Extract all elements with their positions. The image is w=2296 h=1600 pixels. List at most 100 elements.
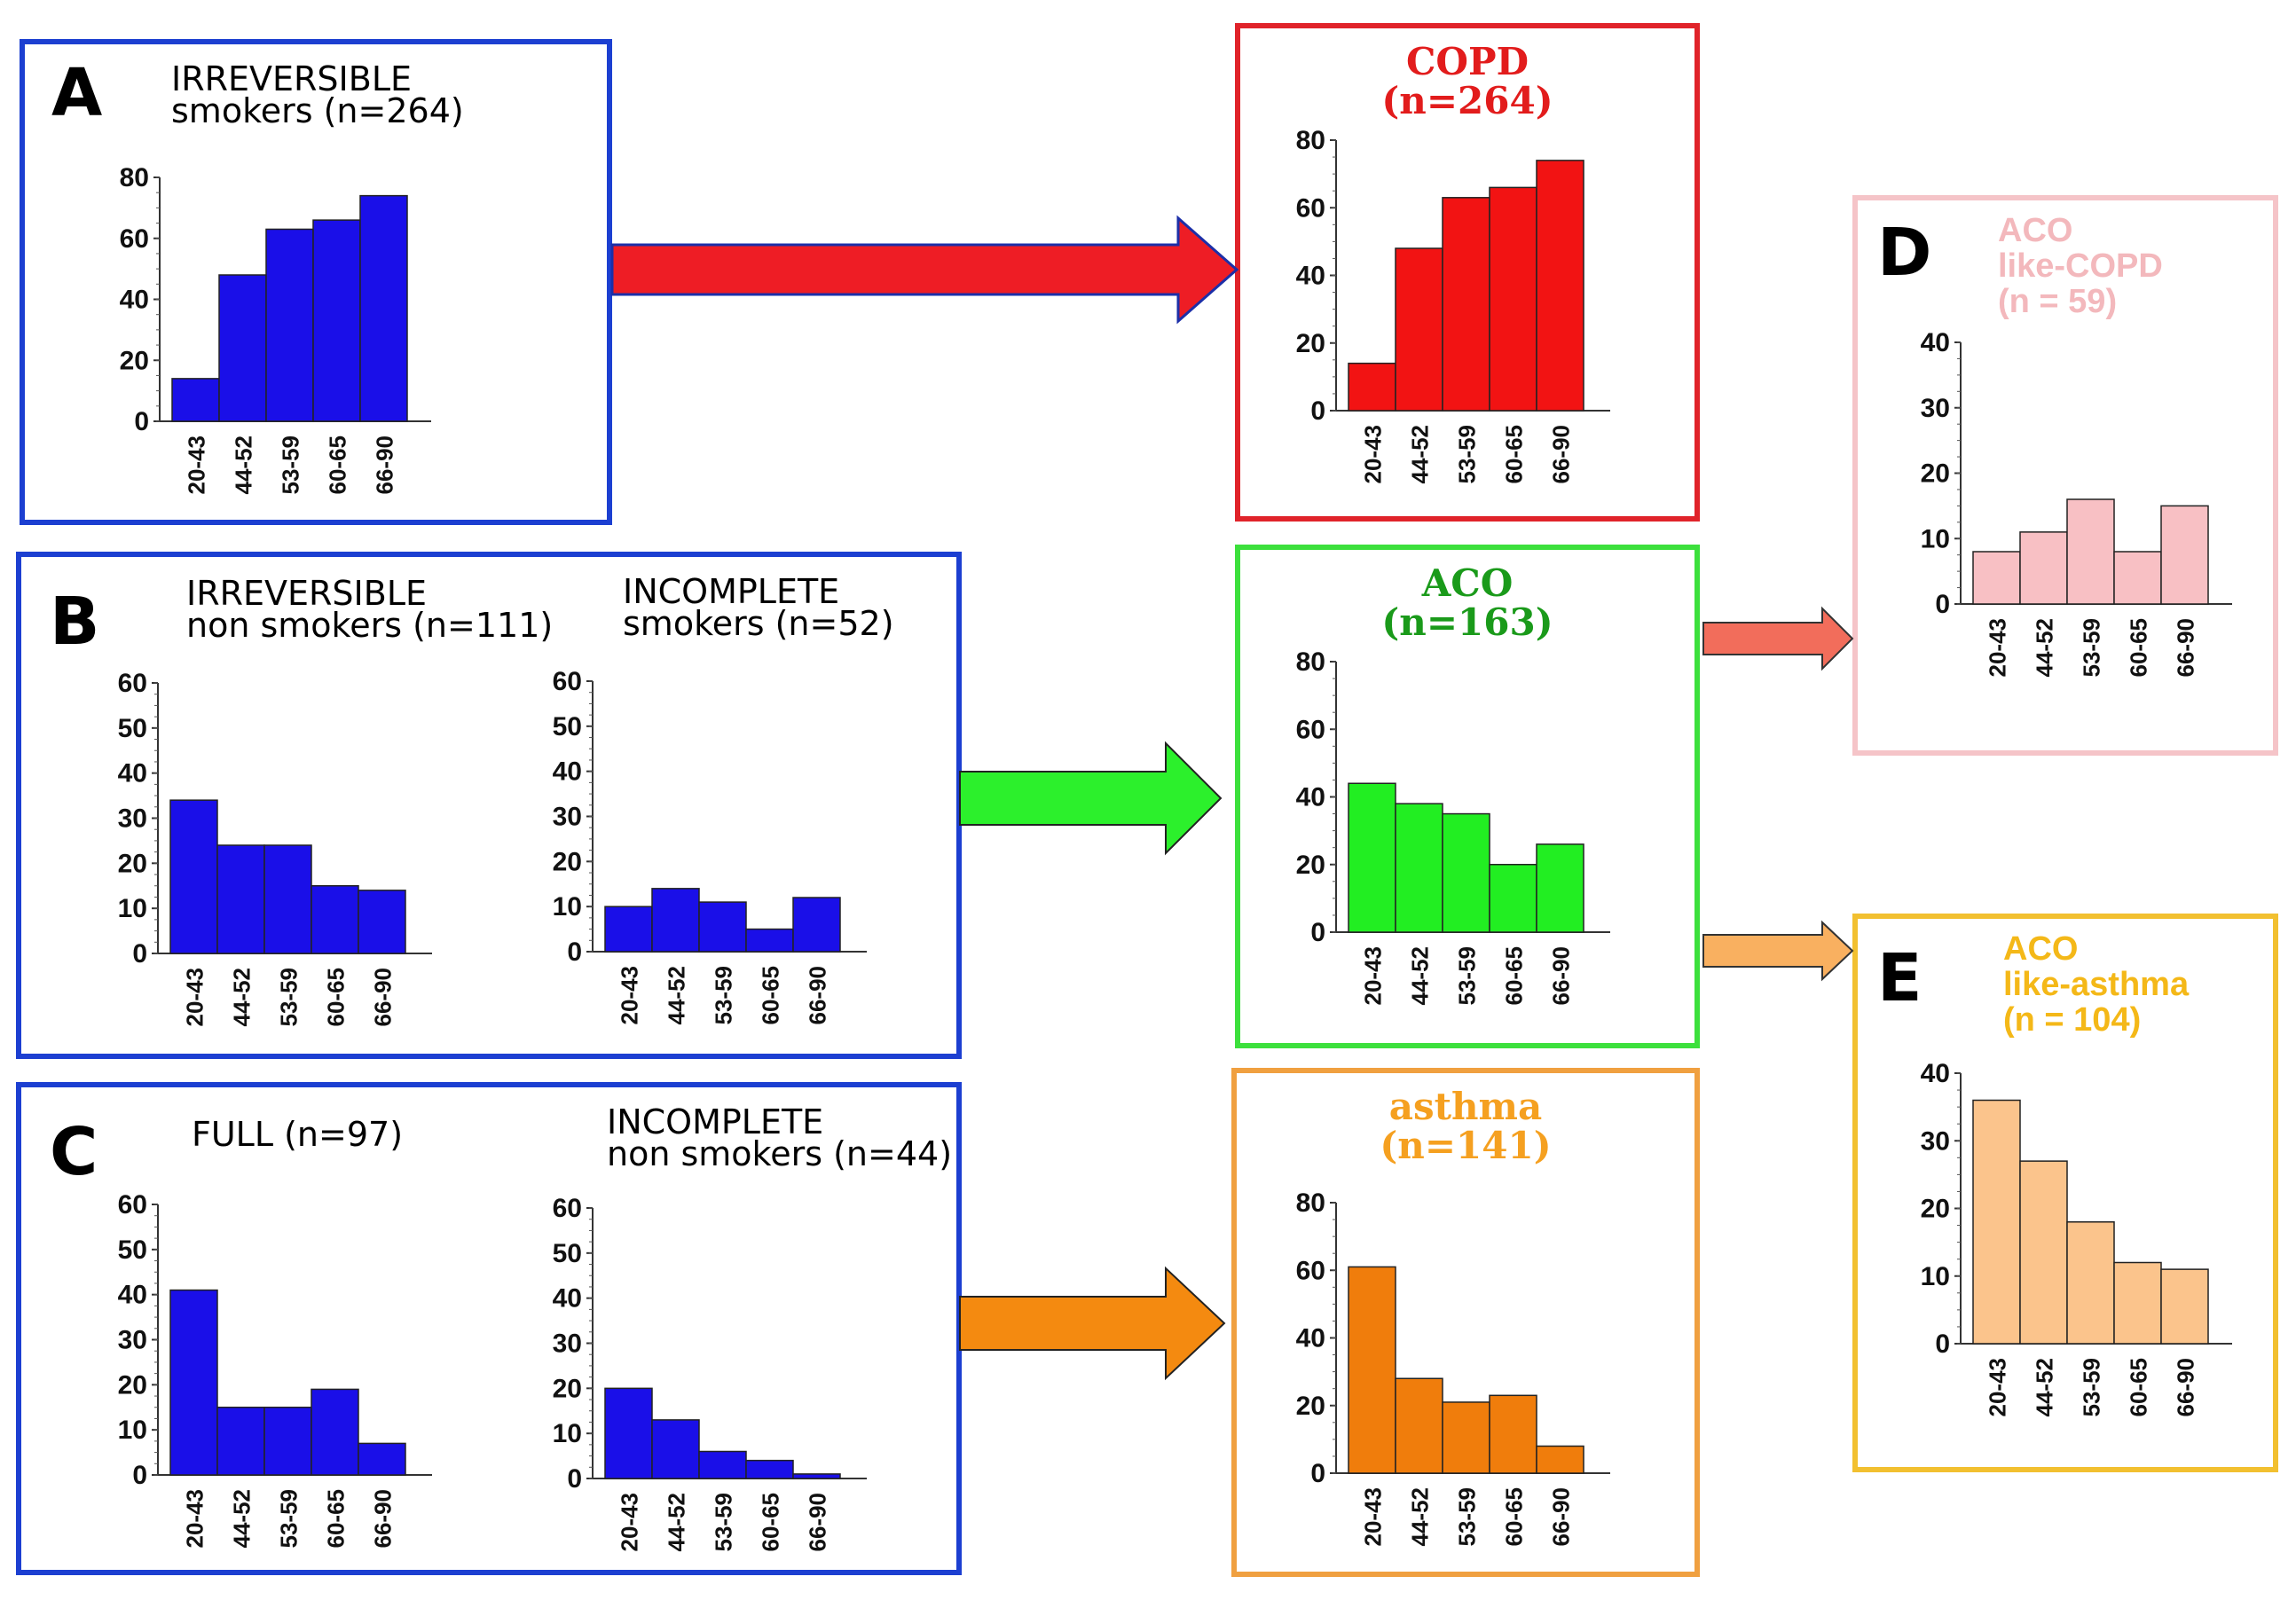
bar-66-90 [358, 1442, 406, 1476]
y-tick-label: 60 [120, 224, 149, 254]
x-tick-label: 44-52 [2032, 618, 2058, 678]
panel-b-right-title-line1: INCOMPLETE [623, 572, 840, 611]
x-tick-label: 60-65 [758, 1493, 784, 1552]
y-tick-label: 0 [1310, 1459, 1325, 1488]
x-tick-label: 20-43 [1360, 1487, 1387, 1547]
y-tick-label: 40 [118, 1281, 147, 1310]
y-tick-label: 0 [1310, 396, 1325, 426]
y-tick-label: 60 [1296, 193, 1325, 223]
panel-e-title-line2: like-asthma [2003, 966, 2190, 1003]
y-tick-label: 10 [1921, 1262, 1950, 1291]
y-tick-label: 50 [118, 1235, 147, 1265]
chart-c-full: 0 10 20 30 40 50 60 20-43 44-52 53-59 60-65 66-90 [118, 1190, 432, 1549]
x-tick-label: 66-90 [370, 968, 397, 1027]
bar-66-90 [358, 890, 406, 954]
bar-53-59 [2066, 498, 2115, 605]
aco-title-line2: (n=163) [1381, 600, 1553, 644]
bar-66-90 [2160, 1268, 2209, 1345]
y-tick-label: 0 [132, 939, 147, 969]
y-tick-label: 50 [118, 714, 147, 743]
x-tick-label: 44-52 [229, 1489, 256, 1549]
x-tick-label: 60-65 [758, 966, 784, 1025]
y-tick-label: 40 [553, 1284, 582, 1314]
x-tick-label: 20-43 [1985, 618, 2011, 678]
panel-b-right-title-line2: smokers (n=52) [623, 604, 894, 643]
asthma-title-line2: (n=141) [1380, 1124, 1552, 1167]
bar-44-52 [1395, 247, 1443, 412]
y-tick-label: 20 [553, 1374, 582, 1403]
bar-53-59 [1442, 812, 1490, 933]
x-tick-label: 20-43 [617, 1493, 643, 1552]
bar-60-65 [745, 928, 794, 953]
panel-e-title-line3: (n = 104) [2003, 1001, 2142, 1039]
bar-20-43 [1348, 782, 1396, 933]
x-tick-label: 66-90 [2173, 1358, 2199, 1417]
y-tick-label: 20 [120, 346, 149, 375]
y-tick-label: 60 [553, 1194, 582, 1223]
x-tick-label: 20-43 [184, 435, 210, 495]
x-tick-label: 44-52 [664, 1493, 690, 1552]
y-tick-label: 60 [553, 667, 582, 696]
y-tick-label: 0 [132, 1461, 147, 1490]
y-tick-label: 40 [1296, 262, 1325, 291]
y-tick-label: 10 [118, 1416, 147, 1445]
chart-a-irreversible-smokers: 0 20 40 60 80 20-43 44-52 53-59 60-65 66-90 [120, 163, 431, 495]
bar-44-52 [651, 888, 700, 953]
x-tick-label: 53-59 [2079, 1358, 2105, 1417]
bar-44-52 [651, 1419, 700, 1479]
x-tick-label: 53-59 [276, 1489, 303, 1549]
x-tick-label: 60-65 [2126, 618, 2152, 678]
bar-66-90 [1536, 1445, 1584, 1474]
copd-title-line1: COPD [1405, 40, 1529, 83]
chart-c-incomplete-nonsmokers: 0 10 20 30 40 50 60 20-43 44-52 53-59 60-65 66-90 [553, 1194, 867, 1552]
x-tick-label: 60-65 [323, 968, 350, 1027]
y-tick-label: 60 [118, 1190, 147, 1220]
bar-66-90 [792, 897, 841, 953]
panel-c-right-title-line2: non smokers (n=44) [607, 1134, 953, 1173]
bar-66-90 [792, 1473, 841, 1479]
y-tick-label: 80 [1296, 647, 1325, 677]
chart-asthma: 0 20 40 60 80 20-43 44-52 53-59 60-65 66-90 [1296, 1188, 1610, 1547]
x-tick-label: 60-65 [2126, 1358, 2152, 1417]
bar-66-90 [359, 194, 408, 422]
bar-44-52 [2019, 531, 2068, 605]
chart-d-aco-like-copd: 0 10 20 30 40 20-43 44-52 53-59 60-65 66-90 [1921, 328, 2232, 678]
x-tick-label: 60-65 [1501, 1487, 1528, 1547]
bar-53-59 [1442, 1401, 1490, 1474]
y-tick-label: 60 [1296, 715, 1325, 744]
y-tick-label: 10 [118, 894, 147, 923]
y-tick-label: 50 [553, 712, 582, 741]
bar-60-65 [745, 1459, 794, 1479]
panel-b-left-title-line1: IRREVERSIBLE [186, 574, 428, 613]
bar-53-59 [698, 901, 747, 953]
panel-a: A IRREVERSIBLE smokers (n=264) [20, 39, 612, 525]
bar-60-65 [1489, 864, 1537, 933]
aco-title-line1: ACO [1421, 561, 1514, 605]
panel-c-left-title-line1: FULL (n=97) [192, 1115, 404, 1154]
panel-c-right-title-line1: INCOMPLETE [607, 1102, 824, 1141]
arrow-aco-to-e [1702, 920, 1854, 982]
arrow-a-to-copd [610, 215, 1239, 325]
y-tick-label: 0 [134, 407, 149, 436]
x-tick-label: 53-59 [276, 968, 303, 1027]
y-tick-label: 60 [118, 669, 147, 698]
x-tick-label: 53-59 [2079, 618, 2105, 678]
x-tick-label: 60-65 [1501, 946, 1528, 1006]
bar-20-43 [169, 1289, 218, 1476]
bar-20-43 [1972, 1099, 2021, 1345]
x-tick-label: 60-65 [325, 435, 351, 495]
panel-a-title-line2: smokers (n=264) [171, 91, 464, 130]
y-tick-label: 10 [553, 1419, 582, 1448]
panel-d-title-line2: like-COPD [1998, 247, 2163, 285]
y-tick-label: 0 [567, 1464, 582, 1494]
x-tick-label: 66-90 [370, 1489, 397, 1549]
x-tick-label: 20-43 [1360, 425, 1387, 484]
arrow-b-to-aco [959, 741, 1223, 856]
x-tick-label: 53-59 [1454, 946, 1481, 1006]
bar-20-43 [604, 906, 653, 953]
x-tick-label: 66-90 [1548, 425, 1575, 484]
bar-66-90 [2160, 505, 2209, 605]
panel-b: B IRREVERSIBLE non smokers (n=111) INCOM… [16, 552, 962, 1059]
y-tick-label: 80 [120, 163, 149, 192]
